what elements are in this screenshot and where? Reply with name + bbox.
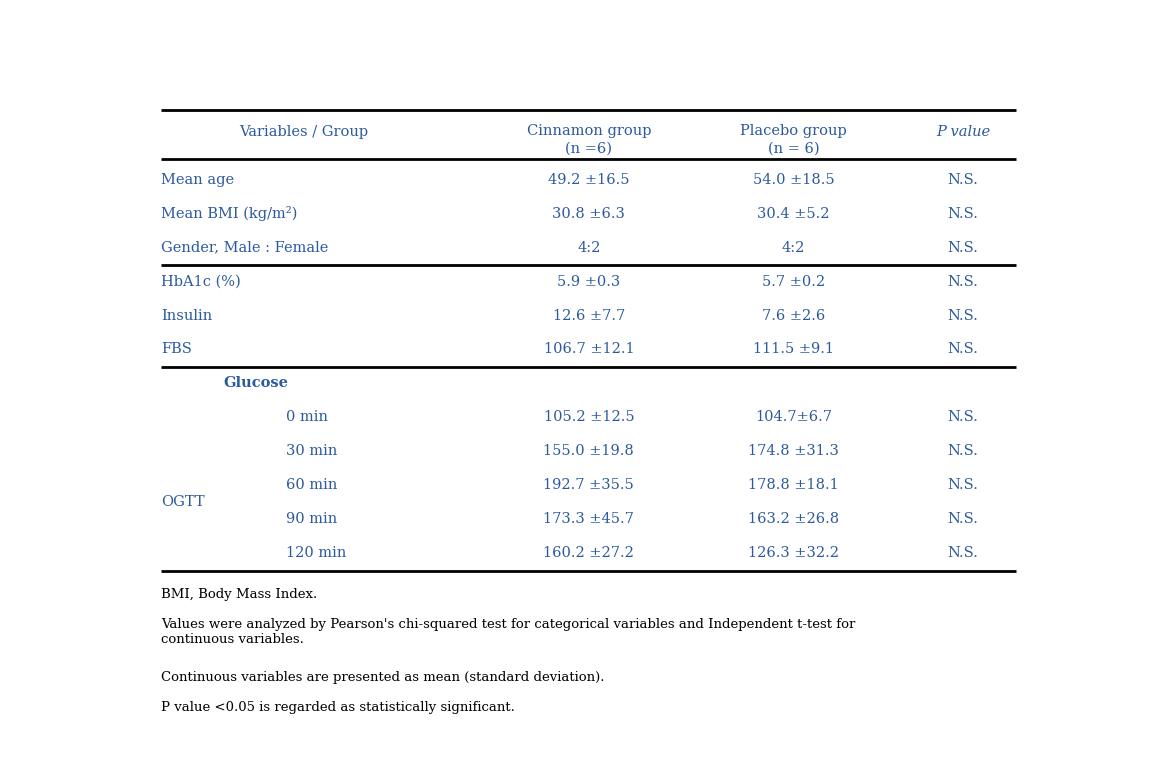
Text: Cinnamon group: Cinnamon group xyxy=(526,124,651,138)
Text: Insulin: Insulin xyxy=(161,309,213,323)
Text: 7.6 ±2.6: 7.6 ±2.6 xyxy=(762,309,825,323)
Text: N.S.: N.S. xyxy=(948,410,978,424)
Text: FBS: FBS xyxy=(161,343,192,357)
Text: 174.8 ±31.3: 174.8 ±31.3 xyxy=(748,444,839,458)
Text: 111.5 ±9.1: 111.5 ±9.1 xyxy=(754,343,834,357)
Text: Values were analyzed by Pearson's chi-squared test for categorical variables and: Values were analyzed by Pearson's chi-sq… xyxy=(161,618,856,645)
Text: P value: P value xyxy=(935,125,990,139)
Text: P value <0.05 is regarded as statistically significant.: P value <0.05 is regarded as statistical… xyxy=(161,701,515,714)
Text: N.S.: N.S. xyxy=(948,444,978,458)
Text: 178.8 ±18.1: 178.8 ±18.1 xyxy=(748,478,839,492)
Text: 4:2: 4:2 xyxy=(782,241,805,255)
Text: HbA1c (%): HbA1c (%) xyxy=(161,275,241,289)
Text: 120 min: 120 min xyxy=(286,546,347,560)
Text: (n =6): (n =6) xyxy=(565,142,612,156)
Text: OGTT: OGTT xyxy=(161,495,205,509)
Text: N.S.: N.S. xyxy=(948,343,978,357)
Text: N.S.: N.S. xyxy=(948,478,978,492)
Text: 12.6 ±7.7: 12.6 ±7.7 xyxy=(553,309,625,323)
Text: 30 min: 30 min xyxy=(286,444,338,458)
Text: 192.7 ±35.5: 192.7 ±35.5 xyxy=(543,478,634,492)
Text: N.S.: N.S. xyxy=(948,275,978,289)
Text: 30.4 ±5.2: 30.4 ±5.2 xyxy=(757,207,830,221)
Text: 160.2 ±27.2: 160.2 ±27.2 xyxy=(543,546,634,560)
Text: 5.7 ±0.2: 5.7 ±0.2 xyxy=(762,275,825,289)
Text: 54.0 ±18.5: 54.0 ±18.5 xyxy=(753,173,834,187)
Text: 0 min: 0 min xyxy=(286,410,329,424)
Text: Continuous variables are presented as mean (standard deviation).: Continuous variables are presented as me… xyxy=(161,671,604,684)
Text: 173.3 ±45.7: 173.3 ±45.7 xyxy=(543,512,634,526)
Text: 163.2 ±26.8: 163.2 ±26.8 xyxy=(748,512,839,526)
Text: Glucose: Glucose xyxy=(224,376,288,391)
Text: 30.8 ±6.3: 30.8 ±6.3 xyxy=(553,207,625,221)
Text: Placebo group: Placebo group xyxy=(740,124,847,138)
Text: N.S.: N.S. xyxy=(948,512,978,526)
Text: 155.0 ±19.8: 155.0 ±19.8 xyxy=(543,444,634,458)
Text: 106.7 ±12.1: 106.7 ±12.1 xyxy=(543,343,634,357)
Text: Gender, Male : Female: Gender, Male : Female xyxy=(161,241,329,255)
Text: 5.9 ±0.3: 5.9 ±0.3 xyxy=(557,275,620,289)
Text: Variables / Group: Variables / Group xyxy=(239,125,369,139)
Text: 90 min: 90 min xyxy=(286,512,338,526)
Text: 104.7±6.7: 104.7±6.7 xyxy=(755,410,832,424)
Text: 4:2: 4:2 xyxy=(577,241,601,255)
Text: N.S.: N.S. xyxy=(948,309,978,323)
Text: N.S.: N.S. xyxy=(948,546,978,560)
Text: 105.2 ±12.5: 105.2 ±12.5 xyxy=(543,410,634,424)
Text: (n = 6): (n = 6) xyxy=(768,142,819,156)
Text: Mean age: Mean age xyxy=(161,173,234,187)
Text: N.S.: N.S. xyxy=(948,173,978,187)
Text: N.S.: N.S. xyxy=(948,241,978,255)
Text: N.S.: N.S. xyxy=(948,207,978,221)
Text: 60 min: 60 min xyxy=(286,478,338,492)
Text: Mean BMI (kg/m²): Mean BMI (kg/m²) xyxy=(161,206,298,222)
Text: 49.2 ±16.5: 49.2 ±16.5 xyxy=(548,173,630,187)
Text: 126.3 ±32.2: 126.3 ±32.2 xyxy=(748,546,839,560)
Text: BMI, Body Mass Index.: BMI, Body Mass Index. xyxy=(161,588,317,601)
